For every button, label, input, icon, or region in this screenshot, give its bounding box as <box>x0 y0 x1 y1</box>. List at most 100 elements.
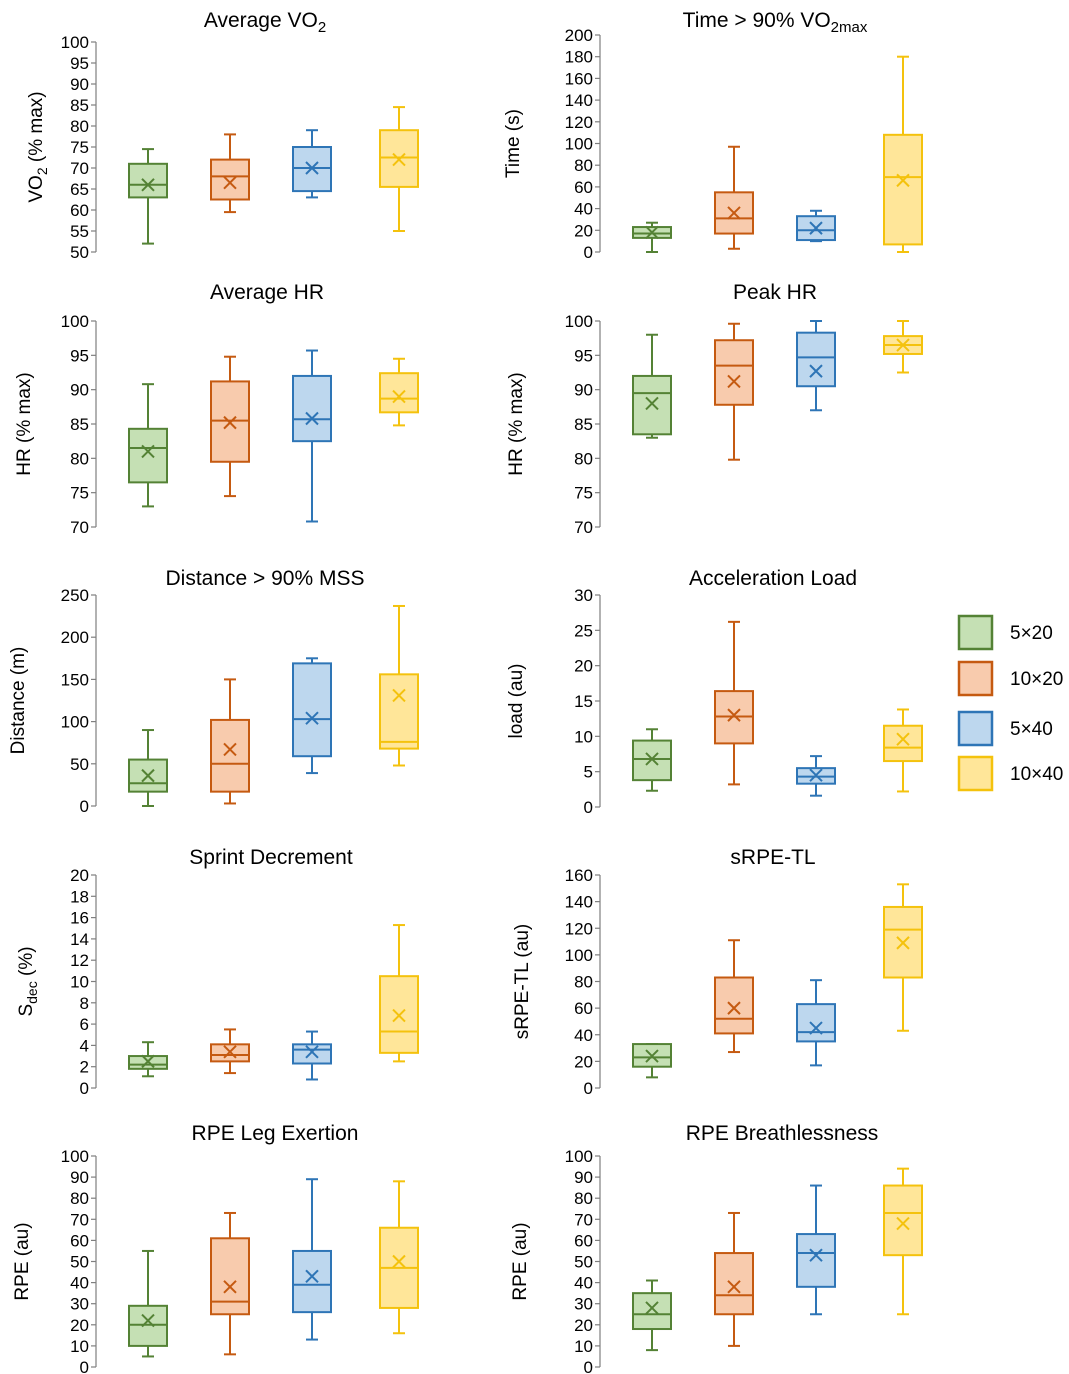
mean-marker <box>305 161 319 175</box>
chart-title: RPE Breathlessness <box>686 1122 879 1145</box>
legend-swatch <box>957 614 994 651</box>
mean-marker <box>392 389 406 404</box>
y-tick-label: 90 <box>70 75 89 94</box>
legend-label: 10×40 <box>1010 764 1063 785</box>
y-tick-label: 80 <box>574 449 593 468</box>
y-axis-label: Distance (m) <box>8 647 29 755</box>
y-tick-label: 100 <box>565 135 593 154</box>
panel-2: Time > 90% VO2max Time (s) 0 20 40 60 80 100 120… <box>503 9 923 262</box>
y-tick-label: 75 <box>70 484 89 503</box>
box-1 <box>632 333 672 439</box>
y-tick-label: 70 <box>70 159 89 178</box>
y-tick-label: 90 <box>574 1168 593 1187</box>
y-tick-label: 180 <box>565 48 593 67</box>
box-1 <box>128 1249 168 1358</box>
box-1 <box>632 728 672 792</box>
y-tick-label: 95 <box>574 346 593 365</box>
mean-marker <box>727 708 741 722</box>
mean-marker <box>809 364 823 378</box>
mean-marker <box>645 752 659 766</box>
y-tick-label: 0 <box>80 1358 89 1374</box>
y-tick-label: 55 <box>70 222 89 241</box>
legend-swatch <box>957 660 994 697</box>
y-tick-label: 90 <box>70 381 89 400</box>
y-tick-label: 95 <box>70 54 89 73</box>
y-tick-label: 20 <box>70 1316 89 1335</box>
y-tick-label: 25 <box>574 621 593 640</box>
y-tick-label: 75 <box>70 138 89 157</box>
mean-marker <box>223 175 237 190</box>
panel-8: sRPE-TL sRPE-TL (au) 0 20 40 60 80 100 120 140 160 <box>512 846 923 1098</box>
y-axis-label-subscript: dec <box>24 981 40 1004</box>
y-tick-label: 30 <box>574 1295 593 1314</box>
chart-title-subscript: 2 <box>318 19 326 36</box>
box-3 <box>292 657 332 775</box>
y-tick-label: 160 <box>565 69 593 88</box>
mean-marker <box>809 1248 823 1262</box>
mean-marker <box>896 1216 910 1231</box>
mean-marker <box>223 415 237 430</box>
legend-label: 10×20 <box>1010 669 1063 690</box>
mean-marker <box>896 732 910 746</box>
y-tick-label: 20 <box>574 1316 593 1335</box>
box-4 <box>379 357 419 427</box>
y-tick-label: 20 <box>574 657 593 676</box>
box-2 <box>714 145 754 250</box>
mean-marker <box>223 1280 237 1294</box>
legend-swatch <box>957 755 994 792</box>
panel-10: RPE Breathlessness RPE (au) 0 10 20 30 40 50 60 7… <box>510 1122 923 1374</box>
y-tick-label: 8 <box>80 994 89 1013</box>
y-tick-label: 160 <box>565 866 593 885</box>
mean-marker <box>645 225 659 240</box>
mean-marker <box>896 936 910 950</box>
panel-5: Distance > 90% MSS Distance (m) 0 50 100 150 2… <box>8 567 419 816</box>
y-tick-label: 90 <box>574 381 593 400</box>
box-iqr <box>883 724 923 763</box>
y-tick-label: 70 <box>574 1210 593 1229</box>
y-axis-label: RPE (au) <box>12 1222 33 1300</box>
y-tick-label: 14 <box>70 930 89 949</box>
y-axis-label-subscript: 2 <box>34 167 50 175</box>
box-iqr <box>796 331 836 388</box>
box-3 <box>292 349 332 523</box>
box-iqr <box>128 1304 168 1347</box>
mean-marker <box>727 374 741 389</box>
box-1 <box>632 1279 672 1352</box>
box-iqr <box>632 374 672 436</box>
y-tick-label: 30 <box>574 586 593 605</box>
box-iqr <box>210 1237 250 1316</box>
box-2 <box>210 1211 250 1356</box>
mean-marker <box>809 221 823 235</box>
box-2 <box>210 355 250 498</box>
y-axis-label: load (au) <box>506 664 527 739</box>
y-tick-label: 50 <box>70 1253 89 1272</box>
box-4 <box>883 1167 923 1316</box>
mean-marker <box>727 206 741 220</box>
box-3 <box>796 1184 836 1316</box>
y-tick-label: 50 <box>574 1253 593 1272</box>
y-axis-label: RPE (au) <box>510 1222 531 1300</box>
y-tick-label: 200 <box>61 628 89 647</box>
y-tick-label: 100 <box>565 312 593 331</box>
y-tick-label: 10 <box>70 1337 89 1356</box>
legend-label: 5×40 <box>1010 719 1053 740</box>
y-tick-label: 60 <box>70 201 89 220</box>
box-iqr <box>796 1233 836 1288</box>
mean-marker <box>141 1313 155 1328</box>
box-iqr <box>292 374 332 443</box>
box-iqr <box>714 976 754 1035</box>
box-iqr <box>292 1043 332 1065</box>
y-tick-label: 2 <box>80 1058 89 1077</box>
y-tick-label: 80 <box>574 973 593 992</box>
y-tick-label: 0 <box>80 1079 89 1098</box>
box-4 <box>379 1180 419 1335</box>
mean-marker <box>305 1269 319 1283</box>
chart-title: Acceleration Load <box>689 567 857 590</box>
box-iqr <box>292 1249 332 1314</box>
box-iqr <box>379 372 419 414</box>
y-tick-label: 4 <box>80 1036 89 1055</box>
y-tick-label: 6 <box>80 1015 89 1034</box>
chart-title: Time > 90% VO2max <box>683 9 868 36</box>
box-iqr <box>883 133 923 246</box>
y-tick-label: 20 <box>574 1052 593 1071</box>
